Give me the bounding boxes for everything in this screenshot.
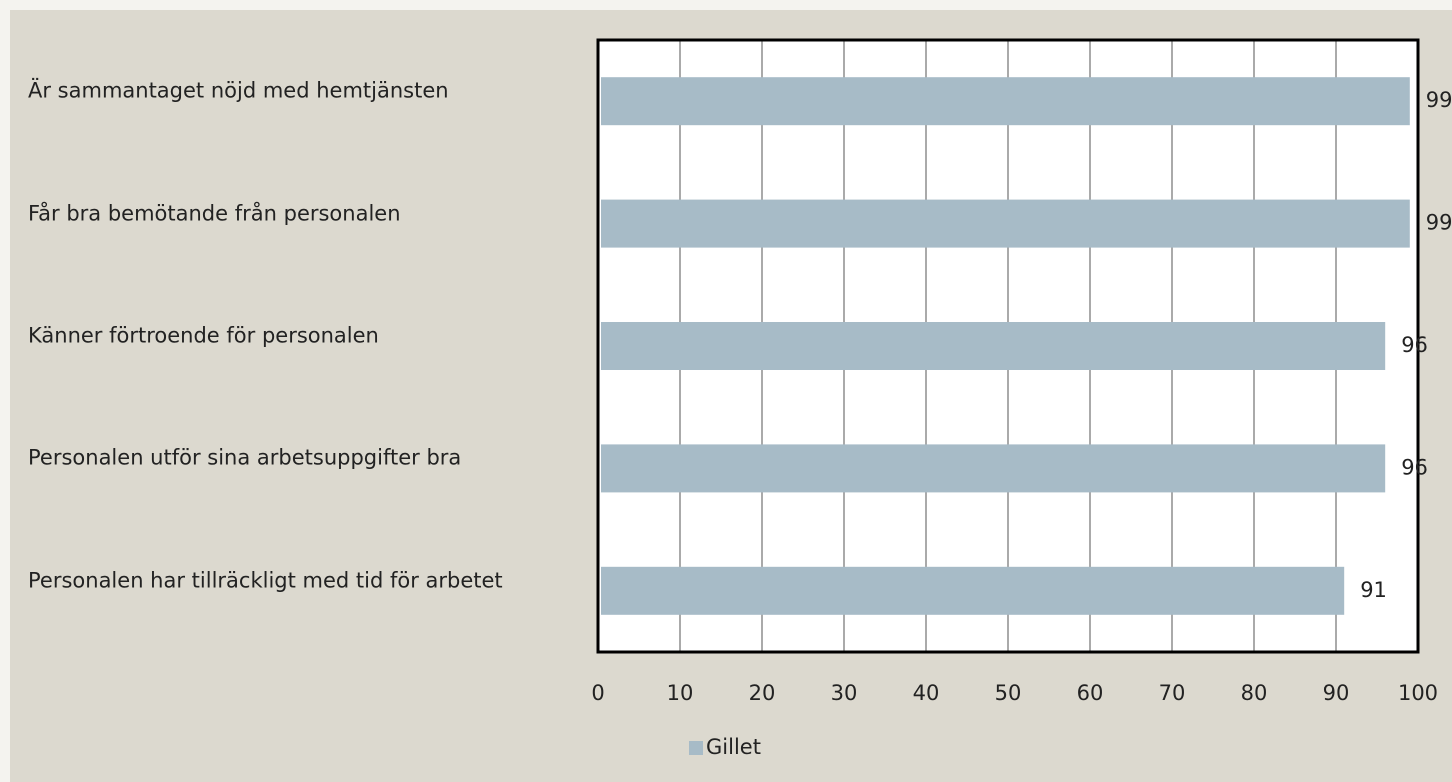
category-label: Känner förtroende för personalen bbox=[28, 323, 379, 348]
x-tick-label: 70 bbox=[1159, 681, 1186, 705]
category-label: Är sammantaget nöjd med hemtjänsten bbox=[28, 78, 449, 103]
category-label: Personalen utför sina arbetsuppgifter br… bbox=[28, 445, 462, 470]
value-label: 91 bbox=[1360, 578, 1387, 602]
value-label: 99 bbox=[1426, 211, 1452, 235]
value-label: 96 bbox=[1401, 333, 1428, 357]
x-tick-label: 60 bbox=[1077, 681, 1104, 705]
x-tick-label: 50 bbox=[995, 681, 1022, 705]
category-label: Personalen har tillräckligt med tid för … bbox=[28, 568, 503, 593]
bar bbox=[601, 444, 1386, 493]
x-tick-label: 10 bbox=[667, 681, 694, 705]
plot-border bbox=[596, 38, 1420, 654]
bar bbox=[601, 199, 1410, 248]
x-tick-label: 20 bbox=[749, 681, 776, 705]
x-tick-label: 100 bbox=[1398, 681, 1438, 705]
legend-swatch bbox=[689, 741, 703, 755]
legend-label: Gillet bbox=[706, 735, 761, 759]
category-label: Får bra bemötande från personalen bbox=[28, 201, 401, 226]
bar bbox=[601, 77, 1410, 126]
x-tick-label: 30 bbox=[831, 681, 858, 705]
bar bbox=[601, 566, 1345, 615]
x-tick-label: 40 bbox=[913, 681, 940, 705]
value-label: 96 bbox=[1401, 455, 1428, 479]
x-tick-label: 80 bbox=[1241, 681, 1268, 705]
value-label: 99 bbox=[1426, 88, 1452, 112]
x-tick-label: 90 bbox=[1323, 681, 1350, 705]
x-tick-label: 0 bbox=[591, 681, 604, 705]
bar bbox=[601, 322, 1386, 370]
